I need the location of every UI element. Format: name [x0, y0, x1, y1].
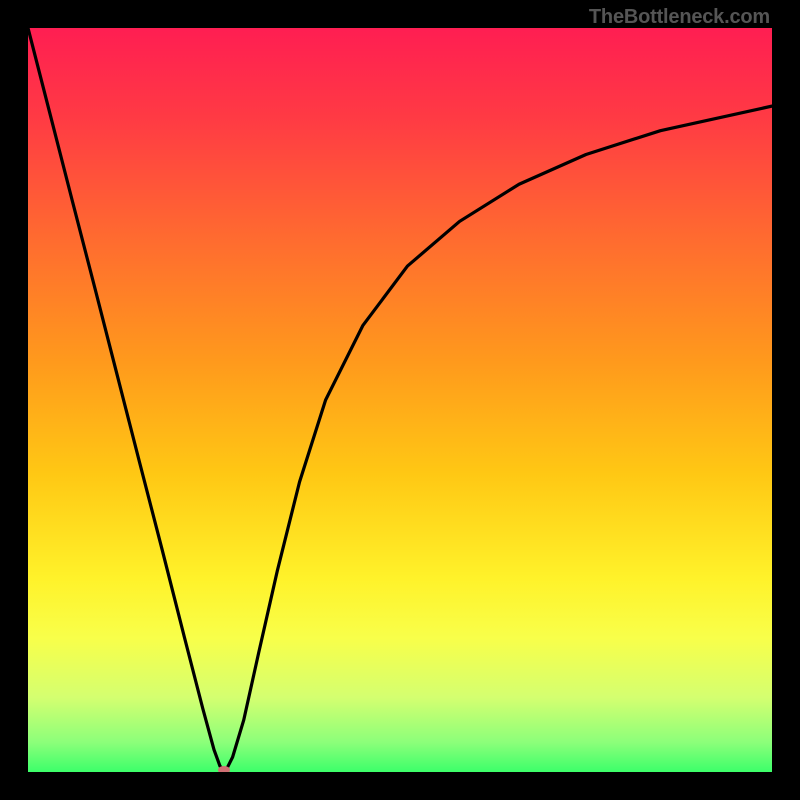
- watermark-text: TheBottleneck.com: [589, 6, 770, 29]
- plot-area: [28, 28, 772, 772]
- bottleneck-curve: [28, 28, 772, 772]
- vertex-marker: [218, 766, 230, 772]
- chart-frame: TheBottleneck.com: [0, 0, 800, 800]
